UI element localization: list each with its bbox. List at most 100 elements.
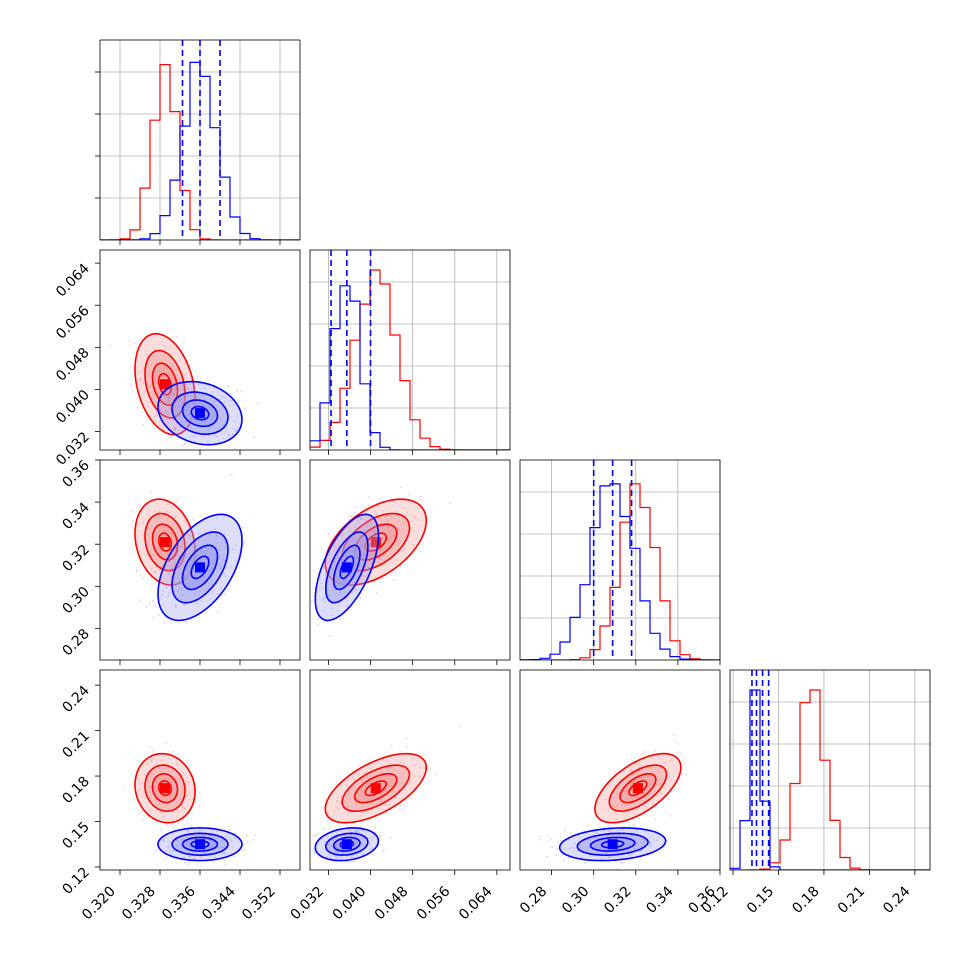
- red-contour: [151, 362, 179, 407]
- blue-scatter-point: [573, 848, 576, 851]
- blue-scatter-point: [649, 835, 651, 838]
- red-scatter-point: [632, 824, 635, 827]
- blue-scatter-point: [243, 542, 246, 544]
- x-tick-label: 0.048: [372, 884, 412, 924]
- red-scatter-point: [161, 811, 164, 813]
- blue-scatter-point: [179, 432, 182, 434]
- red-scatter-point: [336, 800, 338, 803]
- x-tick-label: 0.320: [79, 884, 119, 924]
- blue-scatter-point: [322, 609, 325, 612]
- red-scatter-point: [335, 800, 338, 803]
- panel-3-0: [99, 669, 301, 871]
- blue-scatter-point: [234, 429, 237, 432]
- blue-scatter-point: [351, 856, 353, 859]
- blue-histogram-0: [100, 61, 300, 240]
- red-scatter-point: [160, 759, 163, 762]
- red-scatter-point: [587, 824, 590, 826]
- red-scatter-point: [390, 745, 393, 748]
- red-scatter-point: [384, 803, 387, 806]
- red-scatter-point: [652, 802, 654, 805]
- red-scatter-point: [364, 771, 366, 774]
- red-scatter-point: [155, 505, 157, 507]
- red-contour: [151, 523, 179, 561]
- blue-scatter-point: [573, 842, 576, 845]
- red-contour: [144, 764, 186, 812]
- red-scatter-point: [376, 512, 379, 514]
- blue-scatter-point: [337, 609, 339, 612]
- blue-scatter-point: [340, 534, 343, 537]
- blue-scatter-point: [172, 565, 175, 568]
- red-scatter-point: [409, 775, 412, 778]
- red-scatter-point: [327, 601, 330, 604]
- red-scatter-point: [151, 748, 154, 751]
- red-scatter-point: [346, 825, 349, 827]
- blue-scatter-point: [369, 843, 371, 846]
- blue-scatter-point: [303, 646, 305, 648]
- red-scatter-point: [345, 784, 348, 787]
- x-tick-label: 0.336: [159, 883, 199, 923]
- blue-scatter-point: [357, 520, 359, 522]
- blue-scatter-point: [606, 829, 609, 832]
- red-scatter-point: [163, 345, 166, 348]
- blue-scatter-point: [377, 845, 380, 847]
- blue-scatter-point: [165, 856, 168, 858]
- blue-scatter-point: [257, 402, 259, 404]
- red-scatter-point: [178, 512, 180, 514]
- blue-scatter-point: [180, 545, 183, 548]
- blue-scatter-point: [235, 429, 238, 432]
- red-scatter-point: [671, 759, 673, 762]
- blue-scatter-point: [169, 594, 172, 597]
- blue-scatter-point: [172, 849, 174, 851]
- red-scatter-point: [172, 810, 175, 813]
- red-scatter-point: [186, 761, 189, 764]
- red-scatter-point: [382, 510, 385, 512]
- blue-scatter-point: [313, 853, 316, 855]
- x-tick-label: 0.344: [199, 883, 239, 923]
- red-scatter-point: [327, 533, 330, 536]
- red-scatter-point: [134, 341, 137, 344]
- blue-scatter-point: [170, 387, 173, 390]
- red-scatter-point: [393, 578, 395, 581]
- blue-scatter-point: [605, 856, 608, 858]
- blue-scatter-point: [551, 846, 553, 848]
- red-scatter-point: [178, 806, 181, 809]
- red-scatter-point: [131, 519, 134, 522]
- blue-scatter-point: [234, 544, 237, 546]
- blue-scatter-point: [316, 598, 319, 601]
- blue-scatter-point: [213, 855, 216, 857]
- red-scatter-point: [170, 353, 173, 356]
- blue-scatter-point: [174, 604, 177, 607]
- blue-scatter-point: [183, 540, 186, 542]
- blue-scatter-point: [202, 434, 205, 437]
- red-scatter-point: [337, 796, 339, 799]
- red-scatter-point: [396, 559, 399, 561]
- red-scatter-point: [622, 811, 625, 814]
- red-scatter-point: [182, 804, 184, 807]
- red-scatter-point: [401, 550, 404, 553]
- red-scatter-point: [672, 734, 675, 736]
- blue-scatter-point: [313, 587, 316, 589]
- blue-scatter-point: [227, 434, 230, 436]
- red-scatter-point: [371, 581, 374, 583]
- red-scatter-point: [407, 493, 410, 496]
- hist-panel-1: [309, 249, 511, 451]
- red-scatter-point: [410, 797, 413, 800]
- red-scatter-point: [149, 414, 152, 417]
- blue-scatter-point: [655, 839, 658, 842]
- red-scatter-point: [419, 776, 422, 779]
- red-scatter-point: [161, 759, 163, 762]
- red-scatter-point: [139, 575, 142, 577]
- blue-scatter-point: [324, 595, 326, 598]
- red-scatter-point: [167, 422, 170, 425]
- blue-scatter-point: [376, 592, 378, 594]
- red-scatter-point: [659, 791, 662, 794]
- red-scatter-point: [370, 768, 372, 771]
- red-scatter-point: [183, 518, 186, 521]
- red-scatter-point: [416, 519, 419, 521]
- blue-scatter-point: [168, 848, 171, 851]
- red-scatter-point: [613, 784, 616, 786]
- red-scatter-point: [614, 771, 616, 773]
- blue-scatter-point: [166, 846, 169, 848]
- blue-scatter-point: [348, 514, 351, 517]
- blue-scatter-point: [314, 834, 317, 837]
